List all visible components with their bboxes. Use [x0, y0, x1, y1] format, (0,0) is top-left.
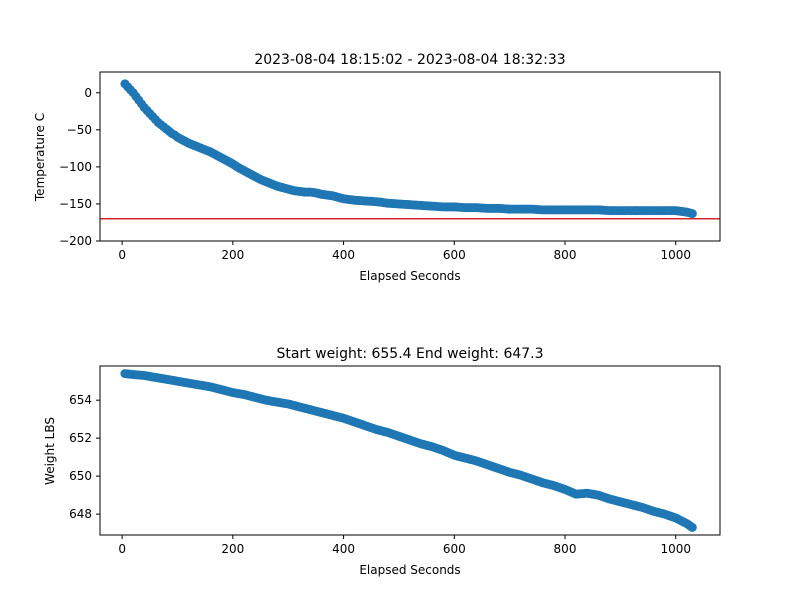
temperature-y-tick-label: −100 [59, 160, 92, 174]
weight-x-axis-label: Elapsed Seconds [359, 563, 460, 577]
weight-y-tick-label: 654 [69, 393, 92, 407]
weight-x-tick-label: 600 [443, 542, 466, 556]
temperature-axes-frame [99, 71, 721, 242]
temperature-y-tick-label: −150 [59, 197, 92, 211]
temperature-x-tick-label: 800 [554, 248, 577, 262]
weight-x-tick-label: 400 [332, 542, 355, 556]
weight-chart: Start weight: 655.4 End weight: 647.3 0 2… [43, 346, 721, 577]
weight-y-tick-label: 648 [69, 507, 92, 521]
temperature-chart: 2023-08-04 18:15:02 - 2023-08-04 18:32:3… [33, 52, 721, 283]
temperature-chart-title: 2023-08-04 18:15:02 - 2023-08-04 18:32:3… [254, 52, 565, 68]
weight-x-tick-label: 200 [221, 542, 244, 556]
temperature-x-axis-label: Elapsed Seconds [359, 269, 460, 283]
weight-chart-title: Start weight: 655.4 End weight: 647.3 [276, 346, 543, 362]
weight-y-tick-label: 650 [69, 469, 92, 483]
temperature-x-tick-label: 200 [221, 248, 244, 262]
temperature-x-tick-label: 1000 [660, 248, 691, 262]
temperature-x-tick-label: 400 [332, 248, 355, 262]
temperature-y-tick-label: 0 [84, 86, 92, 100]
weight-x-tick-label: 1000 [660, 542, 691, 556]
temperature-x-tick-label: 0 [118, 248, 126, 262]
temperature-data-point [685, 208, 695, 218]
temperature-y-axis-label: Temperature C [33, 113, 47, 202]
temperature-y-tick-label: −50 [67, 123, 92, 137]
weight-x-tick-label: 0 [118, 542, 126, 556]
weight-plot-area: 0 200 400 600 800 1000 648 650 652 654 [69, 369, 697, 556]
weight-data-point [685, 521, 695, 531]
temperature-plot-area: 0 200 400 600 800 1000 0 −50 −100 −150 −200 [59, 79, 720, 262]
weight-axes-frame [99, 365, 721, 536]
temperature-y-tick-label: −200 [59, 234, 92, 248]
weight-y-tick-label: 652 [69, 431, 92, 445]
weight-x-tick-label: 800 [554, 542, 577, 556]
weight-y-axis-label: Weight LBS [43, 417, 57, 485]
temperature-x-tick-label: 600 [443, 248, 466, 262]
